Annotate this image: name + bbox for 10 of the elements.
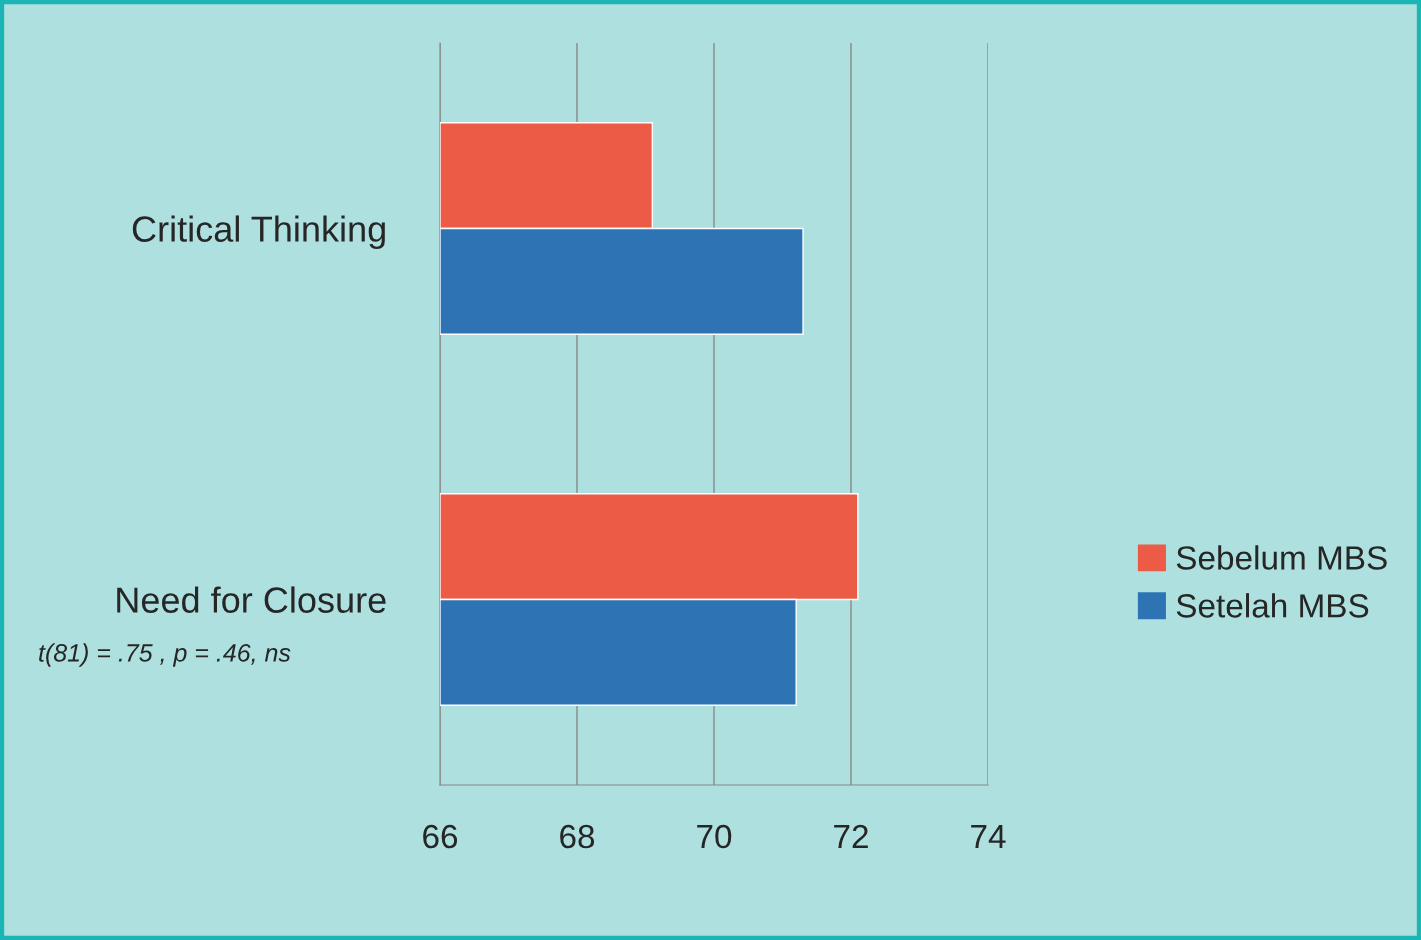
x-tick-label: 68	[560, 824, 595, 849]
x-tick-label: 72	[834, 824, 868, 849]
x-tick-label: 70	[697, 824, 732, 849]
legend-label: Setelah MBS	[1176, 593, 1369, 618]
legend-label: Sebelum MBS	[1176, 545, 1387, 570]
text: t(81) = .75 , p = .46, ns	[39, 643, 291, 667]
x-tick-label: 66	[423, 824, 458, 849]
y-tick-label: Need for Closure	[117, 586, 386, 613]
x-tick-label: 74	[971, 825, 1006, 849]
y-tick-label: Critical Thinking	[132, 215, 385, 250]
